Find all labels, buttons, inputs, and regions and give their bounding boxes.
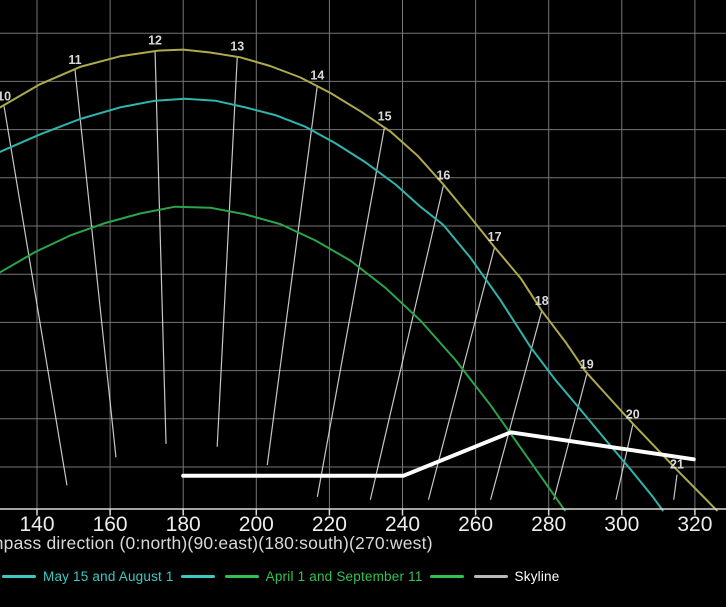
x-tick-label-140: 140 xyxy=(19,513,54,536)
legend-label-skyline: Skyline xyxy=(514,569,560,584)
hour-label-14: 14 xyxy=(310,68,324,82)
x-axis-title: compass direction (0:north)(90:east)(180… xyxy=(0,533,433,553)
x-tick-label-300: 300 xyxy=(604,513,639,536)
x-tick-label-160: 160 xyxy=(93,513,128,536)
x-axis: 140 160 180 200 220 240 260 280 300 320 xyxy=(0,508,726,536)
x-tick-label-200: 200 xyxy=(239,513,274,536)
x-tick-label-260: 260 xyxy=(458,513,493,536)
yellow_curve xyxy=(0,48,718,512)
hour-line-11 xyxy=(74,69,117,458)
hour-line-18 xyxy=(490,310,543,500)
hour-label-15: 15 xyxy=(378,110,392,124)
gridlines xyxy=(0,0,726,509)
legend-item-skyline[interactable]: Skyline xyxy=(473,569,560,584)
legend-line-sample-teal-end xyxy=(180,575,215,578)
hour-line-15 xyxy=(316,126,386,497)
hour-line-13 xyxy=(216,56,238,447)
hour-line-17 xyxy=(427,247,496,500)
hour-label-13: 13 xyxy=(230,39,244,53)
hour-line-16 xyxy=(369,185,445,500)
hour-label-17: 17 xyxy=(488,230,502,244)
hour-label-19: 19 xyxy=(580,357,594,371)
hour-label-20: 20 xyxy=(626,408,640,422)
hour-label-16: 16 xyxy=(436,169,450,183)
hour-labels: 10 11 12 13 14 15 16 17 18 19 20 21 xyxy=(0,34,684,472)
hour-label-21: 21 xyxy=(670,458,684,472)
legend-line-sample-skyline xyxy=(473,575,508,578)
legend-line-sample-teal-start xyxy=(2,575,36,578)
legend-label-may15-aug1: May 15 and August 1 xyxy=(43,569,174,584)
legend-item-may15-aug1[interactable]: May 15 and August 1 xyxy=(2,569,215,584)
x-tick-label-220: 220 xyxy=(312,513,347,536)
x-tick-label-280: 280 xyxy=(531,513,566,536)
hour-label-11: 11 xyxy=(68,53,81,67)
hour-lines xyxy=(3,50,678,500)
hour-line-19 xyxy=(553,374,588,500)
x-tick-label-240: 240 xyxy=(385,513,420,536)
legend-label-apr1-sep11: April 1 and September 11 xyxy=(265,569,423,584)
x-tick-label-320: 320 xyxy=(677,513,712,536)
skyline xyxy=(181,430,696,478)
legend: May 15 and August 1 April 1 and Septembe… xyxy=(2,569,559,584)
sun-curves xyxy=(0,48,718,512)
hour-line-12 xyxy=(154,50,167,444)
hour-line-14 xyxy=(266,85,318,466)
hour-label-10: 10 xyxy=(0,89,11,103)
green_curve xyxy=(0,205,566,512)
hour-label-12: 12 xyxy=(148,34,162,48)
hour-line-10 xyxy=(3,106,68,486)
x-tick-label-180: 180 xyxy=(166,513,201,536)
legend-line-sample-green-end xyxy=(429,575,464,578)
legend-line-sample-green-start xyxy=(224,575,259,578)
hour-label-18: 18 xyxy=(535,294,549,308)
legend-item-apr1-sep11[interactable]: April 1 and September 11 xyxy=(224,569,464,584)
teal_curve xyxy=(0,97,664,512)
hour-line-21 xyxy=(673,474,678,500)
